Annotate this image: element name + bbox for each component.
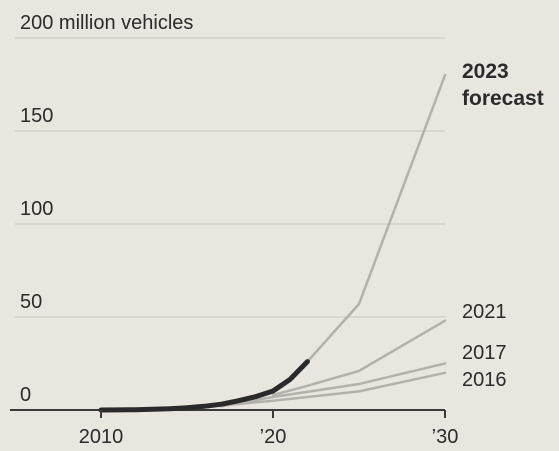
x-axis-ticks: 2010 ’20 ’30 [79, 410, 459, 448]
y-tick-label: 50 [20, 291, 42, 313]
y-tick-label: 0 [20, 384, 31, 406]
y-tick-label: 150 [20, 105, 53, 127]
forecast-line-2023 [271, 73, 447, 393]
y-tick-label: 200 million vehicles [20, 12, 193, 34]
forecast-line-2016 [202, 371, 447, 409]
series-lines [98, 73, 447, 413]
y-axis-ticks: 0 50 100 150 200 million vehicles [20, 12, 193, 406]
x-tick-label: ’20 [260, 426, 287, 448]
series-label-2023: 2023 [462, 60, 509, 83]
series-label-2016: 2016 [462, 369, 507, 391]
series-label-2023-line2: forecast [462, 87, 544, 110]
forecast-line-2021 [271, 319, 447, 397]
y-tick-label: 100 [20, 198, 53, 220]
x-tick-label: ’30 [432, 426, 459, 448]
series-label-2021: 2021 [462, 301, 507, 323]
actual-series-line [98, 359, 310, 413]
gridlines [10, 37, 445, 411]
forecast-line-2017 [220, 362, 447, 408]
series-label-2017: 2017 [462, 342, 507, 364]
x-tick-label: 2010 [79, 426, 124, 448]
series-labels: 2023 forecast 2021 2017 2016 [462, 60, 544, 391]
